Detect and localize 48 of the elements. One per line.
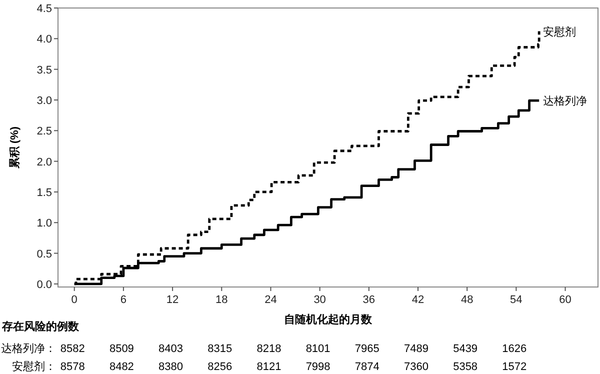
y-tick-label: 2.0: [36, 156, 52, 168]
y-tick-label: 4.5: [36, 3, 52, 15]
y-tick-label: 1.5: [36, 186, 52, 199]
series-label: 达格列净: [543, 94, 588, 108]
text: 8315: [208, 343, 232, 355]
x-tick-label: 30: [314, 294, 326, 306]
text: 8218: [256, 343, 282, 355]
text: 7489: [404, 343, 428, 355]
x-tick-label: 0: [71, 294, 78, 306]
text: 8256: [208, 361, 232, 373]
text: 8578: [60, 361, 85, 373]
text: 8101: [306, 343, 330, 355]
text: 8403: [158, 343, 184, 355]
y-tick-label: 0.5: [36, 248, 52, 260]
x-tick-label: 42: [412, 294, 424, 306]
text: 7998: [306, 361, 330, 373]
text: 1626: [502, 343, 527, 355]
y-tick-label: 3.5: [36, 64, 52, 76]
x-tick-label: 36: [362, 294, 376, 306]
y-tick-label: 4.0: [36, 34, 52, 46]
text: 7360: [404, 361, 428, 373]
y-tick-label: 3.0: [36, 94, 52, 107]
text: 8121: [256, 361, 282, 373]
x-tick-label: 54: [510, 294, 522, 306]
x-tick-label: 60: [559, 294, 572, 306]
text: 1572: [502, 361, 527, 373]
x-axis-title: 自随机化起的月数: [284, 313, 373, 326]
y-tick-label: 1.0: [36, 218, 52, 230]
y-tick-label: 2.5: [36, 126, 52, 138]
text: 存在风险的例数: [1, 320, 80, 333]
x-tick-label: 48: [460, 294, 474, 306]
text: 7874: [354, 361, 380, 373]
text: 达格列净：: [1, 342, 56, 355]
text: 8509: [109, 343, 134, 355]
x-tick-label: 24: [264, 294, 277, 306]
x-tick-label: 6: [120, 294, 127, 306]
text: 5439: [453, 343, 478, 355]
text: 7965: [354, 343, 380, 355]
text: 8582: [60, 343, 85, 355]
text: 8482: [109, 361, 134, 373]
series-label: 安慰剂: [543, 25, 576, 38]
y-tick-label: 0.0: [36, 278, 52, 291]
text: 8380: [158, 361, 184, 373]
text: 安慰剂：: [12, 360, 56, 373]
x-tick-label: 12: [166, 294, 179, 306]
text: 5358: [453, 361, 478, 373]
x-tick-label: 18: [216, 294, 228, 306]
y-axis-title: 累积 (%): [9, 126, 21, 170]
